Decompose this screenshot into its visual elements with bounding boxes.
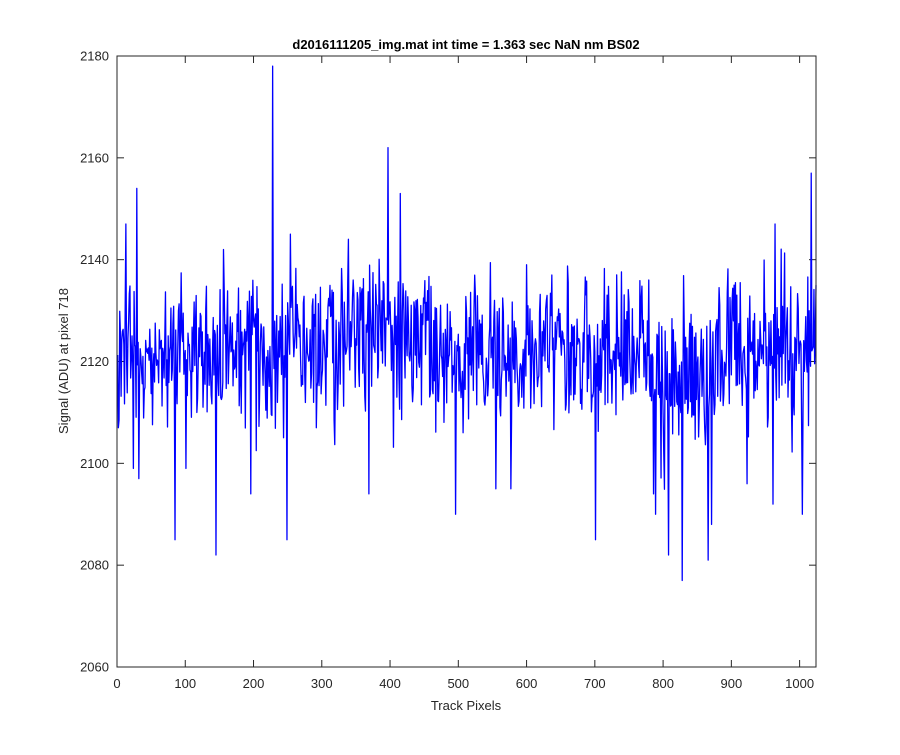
x-axis-ticks: 0 100 200 300 400 500 600 700 800 900 1000 [113, 56, 814, 691]
x-tick-label: 1000 [785, 676, 814, 691]
x-tick-label: 800 [652, 676, 674, 691]
y-tick-label: 2140 [80, 252, 109, 267]
x-tick-label: 700 [584, 676, 606, 691]
y-tick-label: 2080 [80, 558, 109, 573]
y-axis-label: Signal (ADU) at pixel 718 [56, 288, 71, 434]
x-tick-label: 400 [379, 676, 401, 691]
x-tick-label: 100 [174, 676, 196, 691]
y-tick-label: 2180 [80, 49, 109, 64]
y-tick-label: 2120 [80, 354, 109, 369]
y-tick-label: 2100 [80, 456, 109, 471]
y-axis-ticks: 2060 2080 2100 2120 2140 2160 2180 [80, 49, 816, 675]
series-line [117, 65, 817, 582]
y-tick-label: 2160 [80, 150, 109, 165]
y-tick-label: 2060 [80, 660, 109, 675]
x-tick-label: 200 [243, 676, 265, 691]
chart-title: d2016111205_img.mat int time = 1.363 sec… [292, 37, 639, 52]
x-axis-label: Track Pixels [431, 698, 502, 713]
x-tick-label: 600 [516, 676, 538, 691]
x-tick-label: 300 [311, 676, 333, 691]
plot-frame [116, 55, 817, 668]
x-tick-label: 500 [447, 676, 469, 691]
x-tick-label: 900 [721, 676, 743, 691]
x-tick-label: 0 [113, 676, 120, 691]
